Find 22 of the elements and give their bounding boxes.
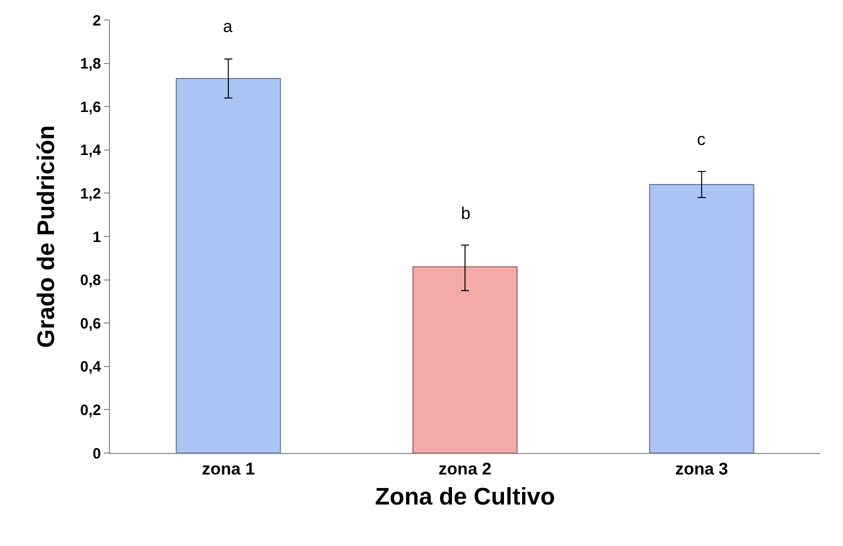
y-tick-label: 0 xyxy=(92,445,101,462)
bar xyxy=(412,266,518,453)
x-axis-title: Zona de Cultivo xyxy=(375,484,555,511)
y-tick-label: 0,8 xyxy=(80,272,101,290)
y-tick-label: 1 xyxy=(92,228,101,246)
y-tick-label: 2 xyxy=(92,12,101,30)
y-tick-label: 0,2 xyxy=(80,402,101,419)
x-tick-label: zona 3 xyxy=(675,459,728,478)
y-tick-label: 0,4 xyxy=(80,358,102,376)
y-axis-title: Grado de Pudrición xyxy=(33,125,60,348)
annotation: a xyxy=(223,17,233,36)
x-tick-label: zona 2 xyxy=(438,459,492,478)
y-tick-label: 1,4 xyxy=(80,142,102,160)
y-tick-label: 1,2 xyxy=(80,185,101,202)
x-tick-label: zona 1 xyxy=(202,459,255,478)
y-tick-label: 1,6 xyxy=(80,98,101,116)
annotation: b xyxy=(461,204,470,223)
bar xyxy=(176,78,281,453)
y-tick-label: 1,8 xyxy=(80,56,101,73)
bar xyxy=(649,184,754,453)
annotation: c xyxy=(697,130,706,149)
y-tick-label: 0,6 xyxy=(80,315,101,332)
